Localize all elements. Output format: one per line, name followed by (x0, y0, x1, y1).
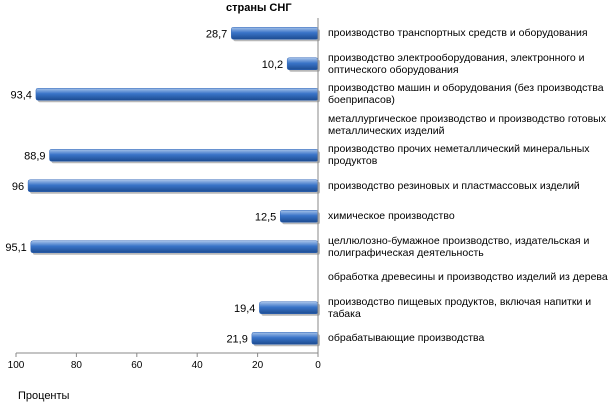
category-label: производство прочих неметаллический мине… (328, 143, 590, 168)
x-tick-label: 60 (131, 360, 143, 371)
bar (49, 149, 319, 162)
category-label: целлюлозно-бумажное производство, издате… (328, 234, 590, 259)
x-tick-label: 40 (192, 360, 204, 371)
x-axis-label: Проценты (18, 390, 70, 402)
bar (259, 301, 319, 314)
x-tick-label: 0 (315, 360, 321, 371)
x-tick-label: 100 (8, 360, 25, 371)
data-label: 12,5 (255, 211, 276, 223)
x-tick-label: 80 (71, 360, 83, 371)
data-label: 21,9 (226, 333, 247, 345)
bar (286, 57, 319, 70)
category-label: производство транспортных средств и обор… (328, 27, 588, 40)
data-label: 95,1 (5, 242, 26, 254)
category-label: производство пищевых продуктов, включая … (328, 295, 592, 320)
bar (280, 210, 319, 223)
category-label: обрабатывающие производства (328, 332, 485, 345)
bar (251, 332, 319, 345)
bar (30, 240, 319, 253)
bar (35, 88, 319, 101)
category-label: химическое производство (328, 210, 455, 223)
data-label: 28,7 (206, 28, 227, 40)
chart-title: страны СНГ (226, 2, 292, 14)
x-tick-label: 20 (252, 360, 264, 371)
bar (231, 27, 319, 40)
data-label: 19,4 (234, 303, 255, 315)
category-label: производство резиновых и пластмассовых и… (328, 179, 580, 192)
data-label: 93,4 (11, 89, 32, 101)
bar (27, 179, 319, 192)
category-label: производство электрооборудования, электр… (328, 51, 585, 76)
category-label: обработка древесины и производство издел… (328, 271, 608, 284)
category-label: металлургическое производство и производ… (328, 112, 606, 137)
category-label: производство машин и оборудования (без п… (328, 82, 604, 107)
data-label: 88,9 (24, 150, 45, 162)
data-label: 10,2 (262, 59, 283, 71)
data-label: 96 (12, 181, 24, 193)
